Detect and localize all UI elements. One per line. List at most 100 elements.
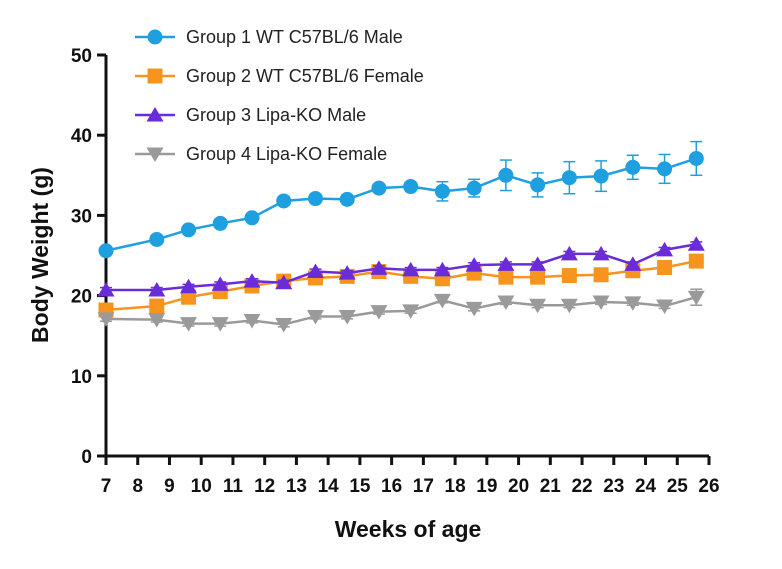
legend-label: Group 2 WT C57BL/6 Female bbox=[186, 66, 424, 86]
x-tick-label: 7 bbox=[101, 476, 112, 497]
data-point bbox=[211, 317, 229, 332]
x-tick-label: 21 bbox=[540, 476, 562, 497]
data-point bbox=[402, 261, 420, 277]
series-line bbox=[106, 243, 697, 292]
data-point bbox=[560, 298, 578, 314]
data-point bbox=[148, 313, 166, 328]
y-tick-label: 50 bbox=[71, 46, 92, 67]
data-point bbox=[244, 210, 260, 226]
x-tick-label: 20 bbox=[508, 476, 529, 497]
data-point bbox=[149, 298, 165, 314]
axes: 0 10 20 30 40 50 7 8 9 10 11 12 13 14 15 16 17 18 19 20 21 22… bbox=[71, 46, 720, 497]
data-point bbox=[688, 150, 704, 166]
data-point bbox=[275, 317, 293, 333]
data-point bbox=[433, 261, 451, 277]
x-tick-label: 22 bbox=[571, 476, 592, 497]
series-4 bbox=[97, 288, 705, 333]
legend-item-2: Group 2 WT C57BL/6 Female bbox=[135, 66, 424, 86]
y-tick-label: 30 bbox=[71, 206, 92, 227]
data-point bbox=[465, 301, 483, 317]
x-tick-label: 14 bbox=[318, 476, 340, 497]
data-point bbox=[338, 265, 356, 280]
data-point bbox=[688, 253, 704, 269]
data-point bbox=[98, 243, 114, 259]
legend-label: Group 1 WT C57BL/6 Male bbox=[186, 27, 403, 47]
data-point bbox=[402, 304, 420, 319]
data-point bbox=[529, 256, 547, 271]
data-point bbox=[498, 167, 514, 183]
data-point bbox=[212, 215, 228, 231]
data-point bbox=[656, 241, 674, 257]
legend-item-4: Group 4 Lipa-KO Female bbox=[135, 144, 387, 164]
data-point bbox=[624, 256, 642, 271]
data-point bbox=[625, 159, 641, 175]
x-tick-label: 18 bbox=[445, 476, 466, 497]
x-tick-label: 25 bbox=[667, 476, 689, 497]
data-point bbox=[306, 263, 324, 279]
legend-marker bbox=[147, 29, 163, 45]
series-line bbox=[105, 157, 697, 252]
data-point bbox=[624, 296, 642, 311]
legend: Group 1 WT C57BL/6 Male Group 2 WT C57BL/… bbox=[135, 27, 424, 164]
x-tick-label: 17 bbox=[413, 476, 434, 497]
data-point bbox=[97, 281, 115, 297]
data-point bbox=[181, 289, 197, 305]
x-tick-label: 9 bbox=[164, 476, 175, 497]
x-tick-label: 16 bbox=[381, 476, 402, 497]
data-point bbox=[561, 268, 577, 284]
data-point bbox=[530, 177, 546, 193]
data-point bbox=[560, 245, 578, 261]
data-point bbox=[306, 309, 324, 325]
y-tick-label: 10 bbox=[71, 367, 92, 388]
x-axis-title: Weeks of age bbox=[335, 516, 482, 542]
x-tick-label: 13 bbox=[286, 476, 307, 497]
data-point bbox=[530, 269, 546, 285]
legend-item-1: Group 1 WT C57BL/6 Male bbox=[135, 27, 403, 47]
data-point bbox=[497, 295, 515, 311]
data-point bbox=[149, 231, 165, 247]
data-point bbox=[593, 267, 609, 283]
data-point bbox=[339, 191, 355, 207]
data-point bbox=[148, 281, 166, 297]
legend-label: Group 4 Lipa-KO Female bbox=[186, 144, 387, 164]
legend-marker bbox=[146, 147, 164, 162]
series-1 bbox=[98, 140, 704, 259]
data-point bbox=[433, 293, 451, 309]
legend-marker bbox=[147, 68, 163, 84]
data-point bbox=[97, 312, 115, 327]
legend-item-3: Group 3 Lipa-KO Male bbox=[135, 105, 366, 125]
data-point bbox=[466, 180, 482, 196]
data-point bbox=[275, 274, 293, 290]
x-tick-label: 11 bbox=[223, 476, 244, 497]
data-point bbox=[211, 276, 229, 291]
x-tick-label: 24 bbox=[635, 476, 657, 497]
legend-label: Group 3 Lipa-KO Male bbox=[186, 105, 366, 125]
data-point bbox=[181, 222, 197, 238]
data-point bbox=[657, 161, 673, 177]
series-layer bbox=[97, 140, 705, 333]
x-tick-label: 15 bbox=[349, 476, 371, 497]
data-point bbox=[657, 260, 673, 276]
data-point bbox=[370, 260, 388, 275]
y-tick-label: 40 bbox=[71, 126, 92, 147]
x-tick-label: 8 bbox=[132, 476, 143, 497]
data-point bbox=[592, 295, 610, 311]
data-point bbox=[593, 168, 609, 184]
data-point bbox=[180, 317, 198, 332]
data-point bbox=[180, 278, 198, 294]
data-point bbox=[434, 183, 450, 199]
y-tick-label: 20 bbox=[71, 287, 92, 308]
x-tick-label: 23 bbox=[603, 476, 624, 497]
legend-marker bbox=[146, 107, 164, 122]
x-tick-label: 26 bbox=[698, 476, 719, 497]
x-tick-label: 10 bbox=[191, 476, 212, 497]
data-point bbox=[529, 298, 547, 314]
data-point bbox=[243, 313, 261, 329]
data-point bbox=[497, 256, 515, 271]
data-point bbox=[498, 269, 514, 285]
data-point bbox=[371, 180, 387, 196]
data-point bbox=[338, 309, 356, 325]
y-tick-label: 0 bbox=[81, 447, 92, 468]
data-point bbox=[307, 191, 323, 207]
